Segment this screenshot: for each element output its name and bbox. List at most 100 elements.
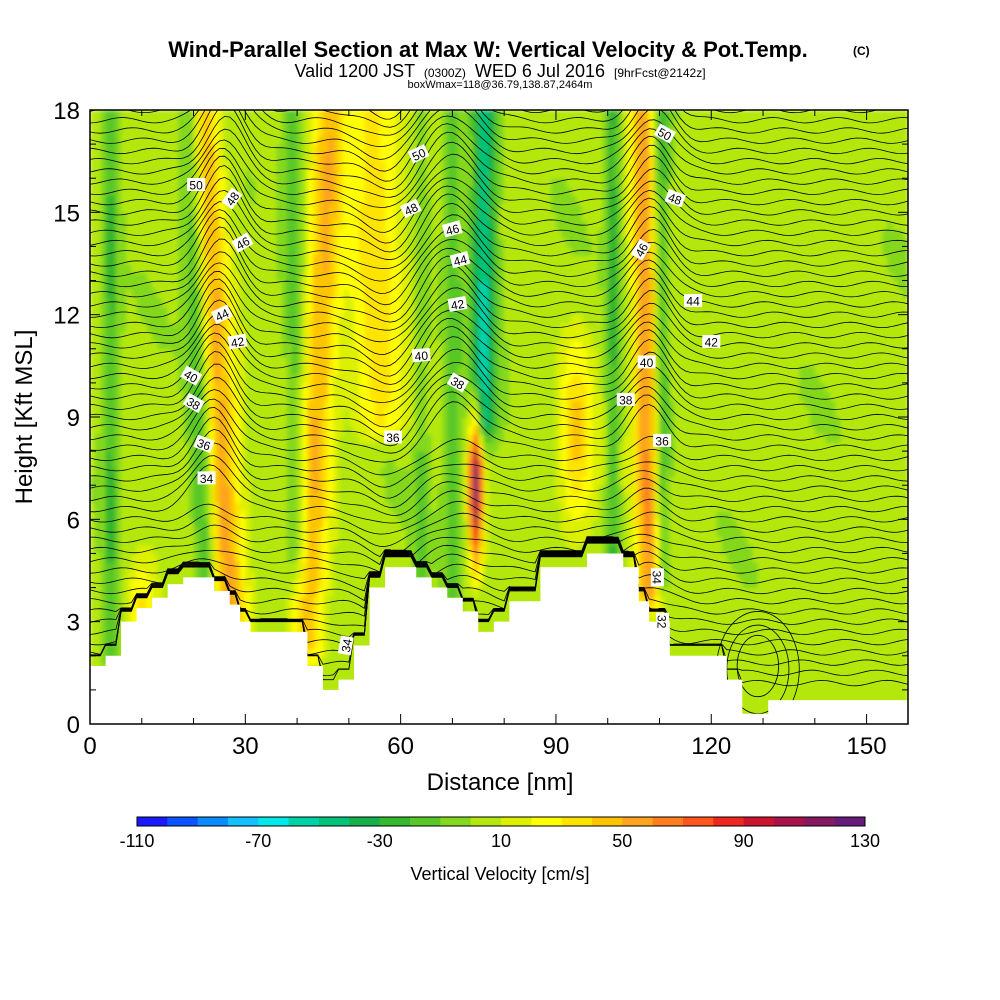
velocity-cell [302,493,309,503]
velocity-cell [178,348,184,358]
velocity-cell [338,331,345,341]
velocity-cell [110,169,117,179]
velocity-cell [421,544,428,555]
velocity-cell [152,536,158,546]
velocity-cell [333,476,340,486]
velocity-cell [141,544,148,555]
velocity-cell [162,468,169,478]
velocity-cell [436,297,443,307]
velocity-cell [136,365,143,375]
velocity-cell [152,493,158,503]
velocity-cell [152,399,158,410]
velocity-cell [276,237,283,248]
velocity-cell [266,323,272,333]
velocity-cell [421,127,428,137]
velocity-cell [312,161,319,171]
velocity-cell [348,476,355,486]
velocity-cell [281,459,288,469]
velocity-cell [193,127,200,137]
velocity-cell [359,127,365,137]
velocity-cell [271,246,277,256]
copyright-mark: (C) [853,44,870,58]
velocity-cell [405,527,412,537]
velocity-cell [234,485,241,495]
velocity-cell [229,399,236,410]
velocity-cell [224,510,231,520]
velocity-cell [364,144,371,154]
velocity-cell [266,220,272,230]
velocity-cell [240,306,246,316]
velocity-cell [203,246,210,256]
velocity-cell [214,263,221,273]
velocity-cell [110,161,117,171]
velocity-cell [178,331,184,341]
velocity-cell [369,306,376,316]
velocity-cell [302,391,309,401]
velocity-cell [379,442,386,452]
velocity-cell [110,434,117,444]
velocity-cell [322,203,329,213]
velocity-cell [203,340,210,350]
velocity-cell [266,442,272,452]
velocity-cell [364,527,371,537]
velocity-cell [338,468,345,478]
velocity-cell [436,417,443,427]
velocity-cell [312,331,319,341]
velocity-cell [322,485,329,495]
velocity-cell [338,510,345,520]
velocity-cell [90,152,96,162]
velocity-cell [302,280,309,290]
velocity-cell [374,425,381,435]
velocity-cell [90,263,96,273]
velocity-cell [354,220,360,230]
velocity-cell [291,229,298,239]
velocity-cell [297,596,303,606]
velocity-cell [214,417,221,427]
velocity-cell [157,553,164,563]
velocity-cell [95,135,101,145]
velocity-cell [271,178,277,188]
velocity-cell [436,161,443,171]
velocity-cell [146,459,153,469]
velocity-cell [121,306,127,316]
velocity-cell [219,408,226,418]
velocity-cell [348,289,355,299]
velocity-cell [178,434,184,444]
velocity-cell [364,630,371,640]
velocity-cell [162,348,169,358]
velocity-cell [234,510,241,520]
velocity-cell [229,348,236,358]
velocity-cell [354,587,360,597]
velocity-cell [338,314,345,324]
velocity-cell [442,357,448,367]
velocity-cell [369,417,376,427]
velocity-cell [178,365,184,375]
velocity-cell [167,254,174,265]
velocity-cell [395,399,402,410]
velocity-cell [317,408,324,418]
velocity-cell [121,382,127,393]
velocity-cell [105,374,112,384]
velocity-cell [260,306,267,316]
velocity-cell [234,451,241,461]
velocity-cell [286,519,293,529]
velocity-cell [250,382,257,393]
velocity-cell [333,254,340,265]
velocity-cell [198,510,205,520]
velocity-cell [255,237,262,248]
velocity-cell [167,135,174,145]
velocity-cell [312,561,319,572]
velocity-cell [307,638,314,648]
velocity-cell [100,399,107,410]
velocity-cell [322,647,329,657]
velocity-cell [162,186,169,196]
velocity-cell [333,161,340,171]
velocity-cell [162,263,169,273]
velocity-cell [146,408,153,418]
velocity-cell [162,306,169,316]
velocity-cell [214,561,221,572]
velocity-cell [416,391,422,401]
velocity-cell [281,263,288,273]
velocity-cell [266,374,272,384]
velocity-cell [209,280,215,290]
